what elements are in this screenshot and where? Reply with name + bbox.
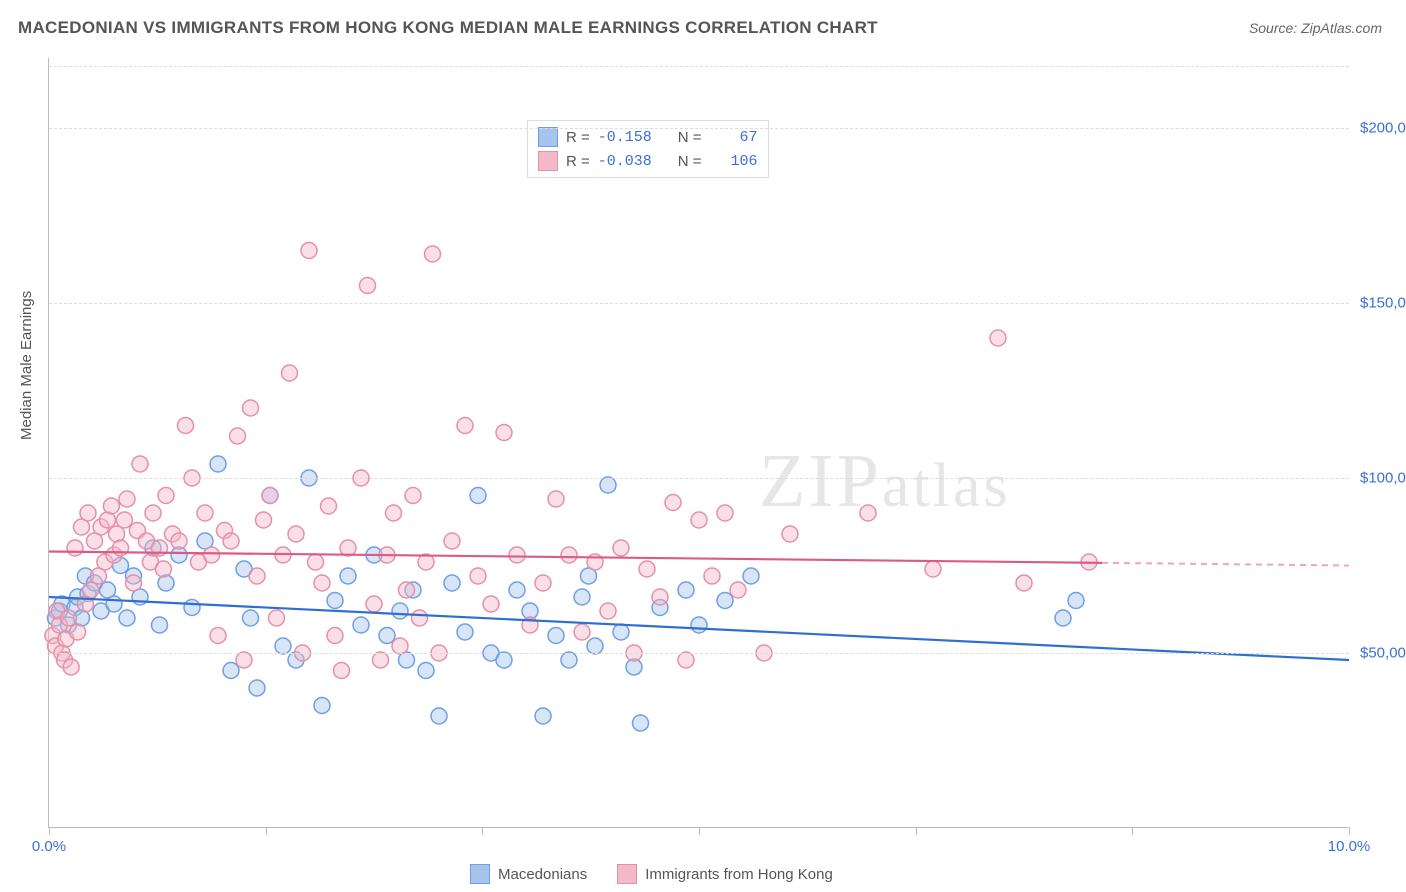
chart-title: MACEDONIAN VS IMMIGRANTS FROM HONG KONG …: [18, 18, 878, 38]
n-label: N =: [678, 129, 702, 146]
chart-plot-area: ZIPatlas R = -0.158 N = 67 R = -0.038 N …: [48, 58, 1348, 828]
x-tick-label: 0.0%: [32, 838, 66, 855]
legend-label: Immigrants from Hong Kong: [645, 866, 833, 883]
r-value-macedonians: -0.158: [598, 129, 652, 146]
r-label: R =: [566, 153, 590, 170]
r-label: R =: [566, 129, 590, 146]
x-tick-label: 10.0%: [1328, 838, 1371, 855]
legend-item-macedonians: Macedonians: [470, 864, 587, 884]
y-axis-title: Median Male Earnings: [18, 291, 35, 440]
n-label: N =: [678, 153, 702, 170]
n-value-hongkong: 106: [710, 153, 758, 170]
y-tick-label: $150,000: [1352, 295, 1406, 312]
swatch-hongkong: [538, 151, 558, 171]
r-value-hongkong: -0.038: [598, 153, 652, 170]
legend-label: Macedonians: [498, 866, 587, 883]
legend-item-hongkong: Immigrants from Hong Kong: [617, 864, 833, 884]
y-tick-label: $100,000: [1352, 470, 1406, 487]
swatch-hongkong: [617, 864, 637, 884]
swatch-macedonians: [470, 864, 490, 884]
stats-row: R = -0.038 N = 106: [538, 149, 758, 173]
legend-bottom: Macedonians Immigrants from Hong Kong: [470, 864, 833, 884]
y-tick-label: $50,000: [1352, 645, 1406, 662]
source-label: Source: ZipAtlas.com: [1249, 20, 1382, 36]
y-tick-label: $200,000: [1352, 120, 1406, 137]
swatch-macedonians: [538, 127, 558, 147]
n-value-macedonians: 67: [710, 129, 758, 146]
